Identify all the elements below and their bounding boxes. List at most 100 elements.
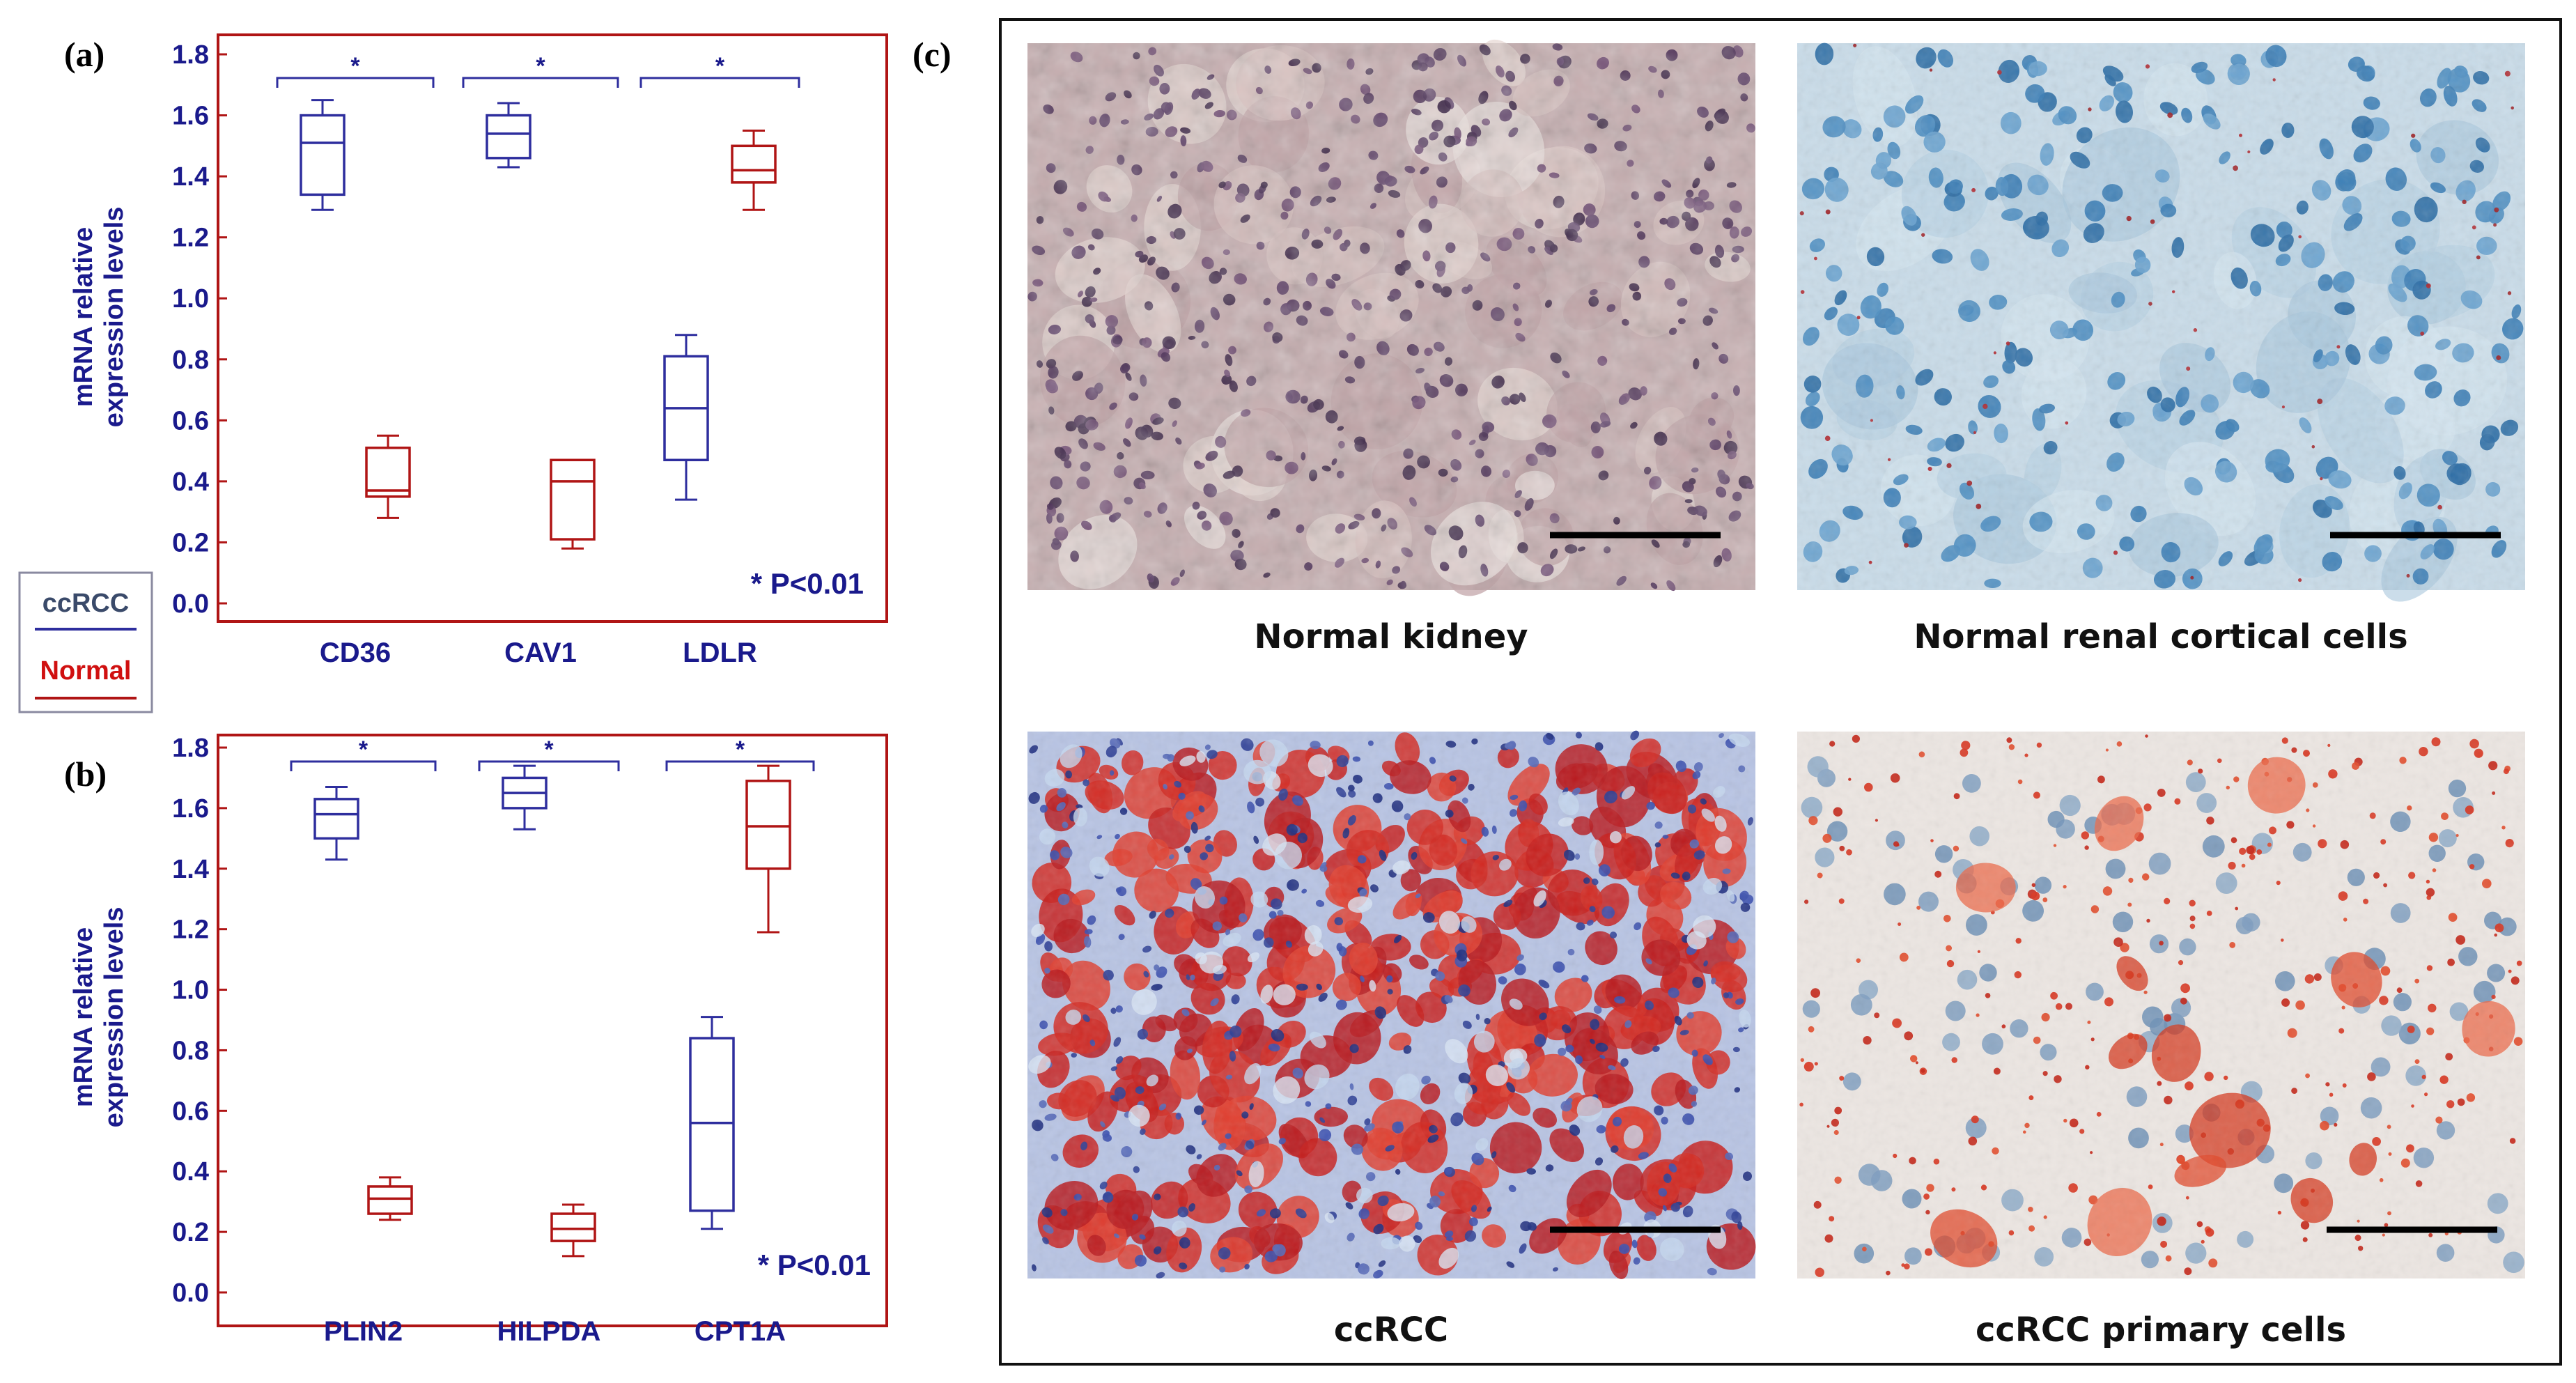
box-normal-ldlr bbox=[731, 129, 777, 211]
box-iqr bbox=[689, 1037, 735, 1212]
box-ccrcc-cpt1a bbox=[689, 1016, 735, 1230]
category-label: HILPDA bbox=[497, 1316, 601, 1347]
y-axis-label-b: mRNA relative expression levels bbox=[69, 907, 129, 1128]
boxes-b bbox=[313, 764, 791, 1258]
significance-star: * bbox=[715, 53, 725, 79]
caption-ccrcc: ccRCC bbox=[1334, 1311, 1448, 1350]
significance-bracket bbox=[478, 760, 620, 771]
box-ccrcc-cd36 bbox=[300, 99, 346, 211]
micrograph-primary-texture bbox=[1797, 732, 2525, 1278]
y-axis-label-line2: expression levels bbox=[100, 207, 129, 428]
box-ccrcc-ldlr bbox=[663, 334, 709, 501]
legend: ccRCC Normal bbox=[18, 571, 153, 713]
category-label: PLIN2 bbox=[324, 1316, 403, 1347]
chart-panel-a: (a) 0.0 0.2 0.4 0.6 0.8 1.0 1.2 1.4 1.6 1.8 mRNA … bbox=[64, 33, 888, 668]
y-axis-label-line1: mRNA relative bbox=[69, 927, 98, 1107]
significance-bracket bbox=[276, 77, 435, 88]
category-label: CAV1 bbox=[504, 638, 577, 668]
y-tick-label: 1.2 bbox=[172, 915, 209, 945]
y-tick-label: 0.6 bbox=[172, 1097, 209, 1126]
y-axis-label-a: mRNA relative expression levels bbox=[69, 207, 129, 428]
y-tick-label: 0.6 bbox=[172, 406, 209, 435]
box-iqr bbox=[731, 144, 777, 184]
y-axis-label-line1: mRNA relative bbox=[69, 227, 98, 407]
y-tick-label: 1.4 bbox=[172, 855, 209, 884]
plot-frame-a bbox=[217, 33, 888, 623]
box-ccrcc-cav1 bbox=[486, 102, 532, 169]
box-ccrcc-plin2 bbox=[313, 785, 359, 861]
y-tick-label: 0.4 bbox=[172, 468, 209, 497]
chart-panel-b: (b) 0.0 0.2 0.4 0.6 0.8 1.0 1.2 1.4 1.6 1.8 mRNA … bbox=[64, 734, 888, 1347]
significance-star: * bbox=[544, 736, 554, 763]
micrograph-ccrcc-primary-cells bbox=[1797, 732, 2525, 1278]
caption-normal-kidney: Normal kidney bbox=[1254, 617, 1528, 656]
y-tick-label: 1.2 bbox=[172, 224, 209, 253]
y-tick-label: 1.4 bbox=[172, 162, 209, 192]
y-tick-label: 1.8 bbox=[172, 734, 209, 763]
significance-star: * bbox=[736, 736, 745, 763]
micrograph-cortical-texture bbox=[1797, 43, 2525, 590]
significance-bracket bbox=[290, 760, 437, 771]
significance-star: * bbox=[359, 736, 368, 763]
panel-letter-c: (c) bbox=[913, 35, 952, 74]
significance-star: * bbox=[350, 53, 360, 79]
panel-letter-b: (b) bbox=[64, 755, 107, 794]
category-label: LDLR bbox=[683, 638, 757, 668]
box-normal-cav1 bbox=[550, 458, 596, 550]
box-normal-plin2 bbox=[367, 1176, 413, 1221]
p-value-note-a: * P<0.01 bbox=[751, 567, 864, 600]
box-iqr bbox=[745, 780, 791, 870]
box-iqr bbox=[300, 114, 346, 196]
micrograph-normal-kidney bbox=[1027, 39, 1755, 596]
box-normal-cd36 bbox=[365, 434, 411, 519]
caption-normal-cortical-cells: Normal renal cortical cells bbox=[1914, 617, 2407, 656]
micrograph-normal-cortical-cells bbox=[1797, 43, 2525, 602]
micrograph-normal-kidney-texture bbox=[1027, 43, 1755, 590]
y-tick-label: 1.0 bbox=[172, 976, 209, 1005]
micrograph-panel-c: (c) Normal kid bbox=[913, 18, 2562, 1366]
significance-bracket bbox=[462, 77, 619, 88]
y-ticks-b: 0.0 0.2 0.4 0.6 0.8 1.0 1.2 1.4 1.6 1.8 bbox=[172, 734, 227, 1308]
micrograph-ccrcc bbox=[1027, 730, 1756, 1279]
y-ticks-a: 0.0 0.2 0.4 0.6 0.8 1.0 1.2 1.4 1.6 1.8 bbox=[172, 40, 227, 619]
legend-frame bbox=[18, 571, 153, 713]
y-tick-label: 0.0 bbox=[172, 589, 209, 619]
y-tick-label: 1.6 bbox=[172, 102, 209, 131]
y-tick-label: 1.6 bbox=[172, 794, 209, 824]
significance-brackets-b: * * * bbox=[290, 736, 815, 771]
box-iqr bbox=[313, 798, 359, 840]
y-tick-label: 0.8 bbox=[172, 1036, 209, 1065]
significance-brackets-a: * * * bbox=[276, 53, 800, 88]
box-iqr bbox=[550, 458, 596, 541]
p-value-note-b: * P<0.01 bbox=[758, 1249, 871, 1281]
micrograph-ccrcc-texture bbox=[1027, 732, 1755, 1278]
box-iqr bbox=[486, 114, 532, 160]
panel-letter-a: (a) bbox=[64, 35, 104, 74]
y-axis-label-line2: expression levels bbox=[100, 907, 129, 1128]
panel-c-frame bbox=[999, 18, 2562, 1366]
box-normal-hilpda bbox=[550, 1203, 596, 1258]
category-label: CD36 bbox=[320, 638, 391, 668]
y-tick-label: 1.0 bbox=[172, 284, 209, 314]
box-normal-cpt1a bbox=[745, 764, 791, 934]
y-tick-label: 0.4 bbox=[172, 1157, 209, 1187]
category-label: CPT1A bbox=[695, 1316, 786, 1347]
legend-label-normal: Normal bbox=[40, 656, 132, 686]
boxes-a bbox=[300, 99, 777, 550]
legend-label-ccrcc: ccRCC bbox=[42, 589, 130, 618]
category-labels-a: CD36 CAV1 LDLR bbox=[320, 638, 757, 668]
caption-ccrcc-primary-cells: ccRCC primary cells bbox=[1976, 1311, 2346, 1350]
y-tick-label: 0.0 bbox=[172, 1278, 209, 1308]
box-iqr bbox=[365, 446, 411, 498]
y-tick-label: 0.2 bbox=[172, 528, 209, 557]
plot-frame-b bbox=[217, 734, 888, 1327]
box-iqr bbox=[550, 1212, 596, 1242]
y-tick-label: 1.8 bbox=[172, 40, 209, 70]
significance-bracket bbox=[665, 760, 815, 771]
y-tick-label: 0.2 bbox=[172, 1218, 209, 1247]
significance-bracket bbox=[639, 77, 800, 88]
box-iqr bbox=[367, 1185, 413, 1215]
significance-star: * bbox=[536, 53, 545, 79]
y-tick-label: 0.8 bbox=[172, 346, 209, 375]
